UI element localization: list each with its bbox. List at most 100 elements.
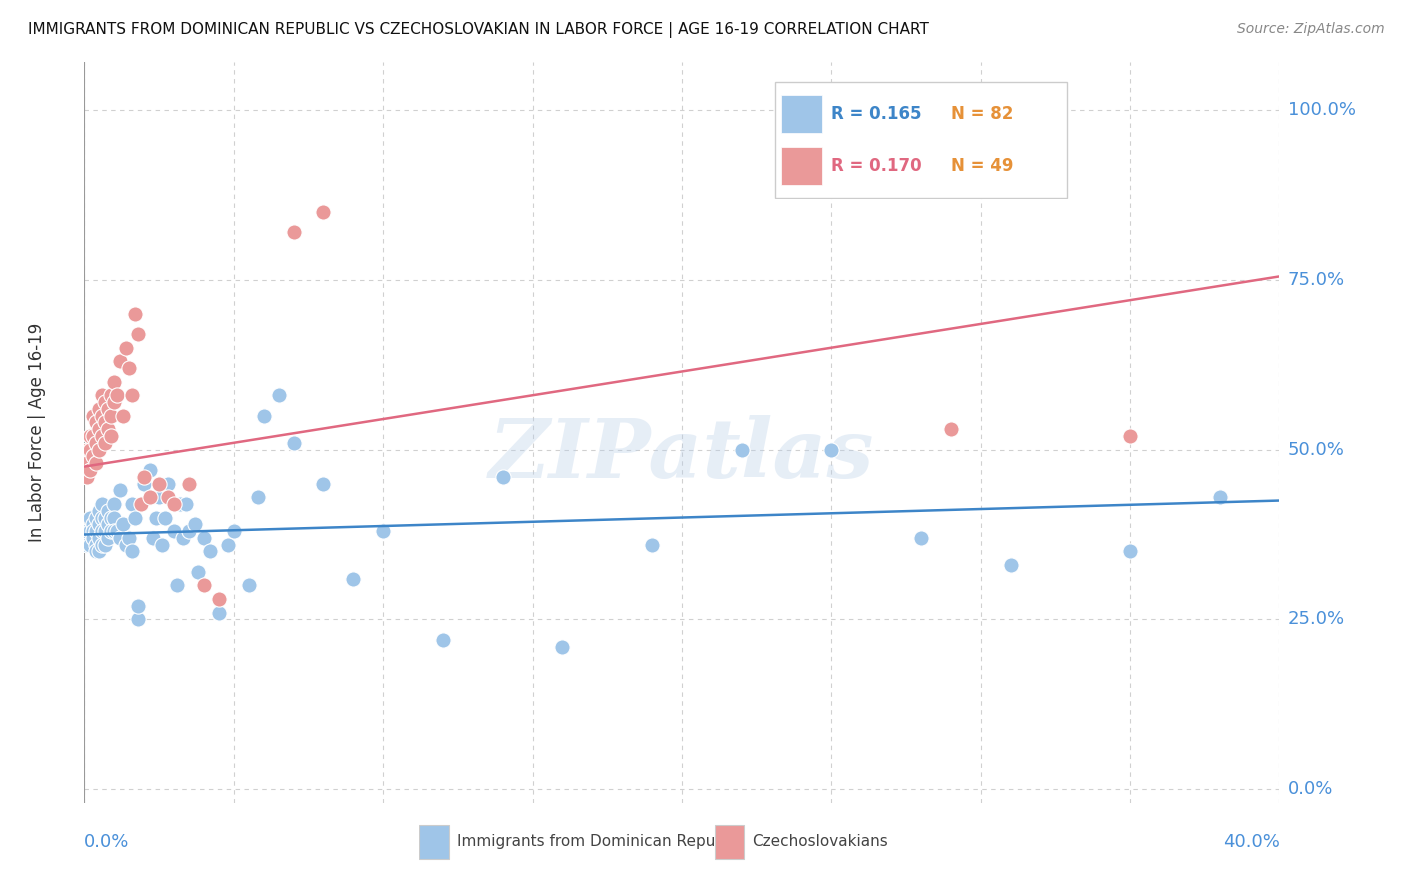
- Point: [103, 524, 125, 538]
- Point: [82, 409, 104, 423]
- Point: [100, 524, 122, 538]
- Point: [115, 341, 138, 355]
- Point: [551, 640, 574, 654]
- Point: [145, 510, 167, 524]
- Point: [86, 456, 108, 470]
- Text: IMMIGRANTS FROM DOMINICAN REPUBLIC VS CZECHOSLOVAKIAN IN LABOR FORCE | AGE 16-19: IMMIGRANTS FROM DOMINICAN REPUBLIC VS CZ…: [28, 22, 929, 38]
- Point: [79, 429, 101, 443]
- Point: [79, 510, 101, 524]
- Point: [641, 538, 664, 552]
- Text: 40.0%: 40.0%: [1223, 833, 1279, 851]
- Point: [91, 524, 114, 538]
- Point: [124, 510, 146, 524]
- Point: [76, 469, 98, 483]
- Point: [79, 538, 101, 552]
- Point: [193, 578, 215, 592]
- Point: [124, 307, 146, 321]
- Point: [89, 422, 111, 436]
- Point: [105, 524, 128, 538]
- Point: [89, 401, 111, 416]
- Point: [118, 531, 141, 545]
- Point: [193, 531, 215, 545]
- Point: [110, 354, 132, 368]
- Point: [91, 429, 114, 443]
- Text: 75.0%: 75.0%: [1288, 271, 1346, 289]
- Point: [157, 490, 180, 504]
- Point: [82, 429, 104, 443]
- Point: [86, 544, 108, 558]
- Point: [86, 510, 108, 524]
- Point: [91, 388, 114, 402]
- Point: [103, 510, 125, 524]
- Text: 0.0%: 0.0%: [1288, 780, 1333, 798]
- Point: [184, 517, 207, 532]
- Point: [198, 544, 221, 558]
- Point: [208, 592, 231, 607]
- Point: [91, 409, 114, 423]
- Point: [86, 416, 108, 430]
- Point: [121, 544, 143, 558]
- Point: [86, 435, 108, 450]
- Point: [129, 497, 152, 511]
- Point: [79, 524, 101, 538]
- Point: [153, 510, 176, 524]
- Point: [97, 531, 120, 545]
- Point: [82, 524, 104, 538]
- Point: [115, 538, 138, 552]
- Point: [79, 463, 101, 477]
- Point: [127, 599, 149, 613]
- Point: [82, 531, 104, 545]
- Point: [283, 435, 305, 450]
- Point: [91, 538, 114, 552]
- Text: 0.0%: 0.0%: [84, 833, 129, 851]
- Point: [820, 442, 842, 457]
- Point: [939, 422, 962, 436]
- Point: [94, 395, 117, 409]
- Text: 50.0%: 50.0%: [1288, 441, 1344, 458]
- Point: [208, 606, 231, 620]
- Point: [118, 361, 141, 376]
- Point: [112, 409, 135, 423]
- Point: [148, 490, 170, 504]
- Point: [283, 225, 305, 239]
- Point: [112, 517, 135, 532]
- Point: [121, 388, 143, 402]
- Point: [103, 375, 125, 389]
- Point: [89, 517, 111, 532]
- Point: [76, 456, 98, 470]
- Point: [172, 531, 194, 545]
- Text: ZIPatlas: ZIPatlas: [489, 415, 875, 495]
- Point: [94, 510, 117, 524]
- Point: [174, 497, 197, 511]
- Point: [94, 416, 117, 430]
- Point: [94, 524, 117, 538]
- Text: In Labor Force | Age 16-19: In Labor Force | Age 16-19: [28, 323, 45, 542]
- Point: [163, 497, 186, 511]
- Text: 25.0%: 25.0%: [1288, 610, 1346, 628]
- Point: [121, 497, 143, 511]
- Point: [97, 422, 120, 436]
- Point: [110, 531, 132, 545]
- Point: [97, 401, 120, 416]
- Point: [127, 612, 149, 626]
- Point: [110, 483, 132, 498]
- Point: [94, 538, 117, 552]
- Point: [76, 442, 98, 457]
- Point: [157, 476, 180, 491]
- Point: [177, 524, 200, 538]
- Point: [139, 463, 162, 477]
- Point: [169, 497, 191, 511]
- Point: [97, 517, 120, 532]
- Point: [100, 388, 122, 402]
- Point: [246, 490, 269, 504]
- Point: [238, 578, 260, 592]
- Point: [910, 531, 932, 545]
- Point: [86, 538, 108, 552]
- Point: [132, 476, 156, 491]
- Point: [91, 497, 114, 511]
- Point: [132, 469, 156, 483]
- Point: [217, 538, 239, 552]
- Point: [1209, 490, 1232, 504]
- Point: [148, 476, 170, 491]
- Point: [100, 510, 122, 524]
